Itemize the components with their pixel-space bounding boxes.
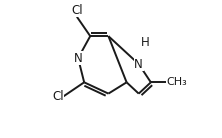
Text: N: N	[74, 52, 83, 65]
Text: Cl: Cl	[71, 4, 83, 17]
Text: H: H	[140, 36, 149, 49]
Text: N: N	[134, 58, 143, 71]
Text: Cl: Cl	[52, 90, 63, 103]
Text: CH₃: CH₃	[166, 77, 187, 87]
